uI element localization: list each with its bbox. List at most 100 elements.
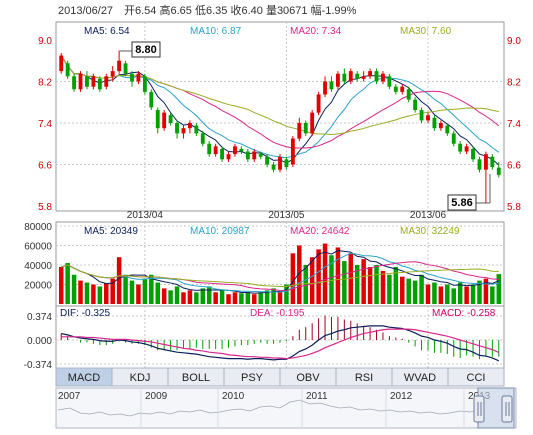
ma30-line — [60, 55, 499, 136]
tab-background — [447, 367, 505, 387]
candle-body — [85, 76, 89, 87]
volume-bar — [245, 292, 251, 304]
candle-body — [445, 125, 450, 134]
candle-body — [271, 164, 276, 170]
candle-body — [194, 125, 199, 134]
candle-body — [368, 71, 373, 77]
candle-body — [265, 156, 270, 165]
candle-body — [233, 146, 237, 155]
price-y-tick-right: 9.0 — [507, 36, 521, 47]
volume-bar — [406, 278, 411, 304]
volume-ma-lines — [61, 250, 499, 294]
tab-label: BOLL — [182, 372, 210, 384]
volume-bar — [258, 292, 263, 304]
volume-bar — [252, 294, 257, 304]
header-low-label: 低 — [195, 4, 206, 17]
candle-body — [207, 143, 212, 155]
candle-body — [226, 154, 231, 160]
price-y-tick-right: 7.4 — [507, 119, 521, 130]
volume-bar — [496, 274, 502, 304]
candle-body — [432, 117, 437, 129]
candle-body — [477, 159, 482, 170]
dif-line — [61, 325, 500, 362]
price-x-axis: 2013/04 2013/05 2013/06 — [127, 210, 447, 221]
volume-y-axis: 80000 60000 40000 20000 — [24, 222, 52, 292]
price-legend-item: MA5: 6.54 — [84, 26, 130, 37]
candle-body — [451, 133, 456, 144]
candle-body — [342, 73, 347, 82]
candle-body — [130, 73, 134, 82]
volume-bar — [342, 261, 347, 304]
volume-legend: MA5: 20349 MA10: 20987 MA20: 24642 MA30: 32… — [84, 226, 460, 237]
candle-body — [142, 76, 147, 92]
volume-bar — [425, 284, 431, 304]
macd-legend-item: DIF: -0.325 — [60, 308, 110, 319]
header-close: 6.40 — [241, 5, 262, 17]
candle-body — [426, 115, 430, 121]
tab-psy[interactable]: PSY — [223, 367, 281, 387]
price-legend: MA5: 6.54 MA10: 6.87 MA20: 7.34 MA30: 7.60 — [84, 26, 452, 37]
volume-bar — [129, 280, 135, 304]
price-x-tick: 2013/05 — [268, 210, 305, 221]
volume-bar — [264, 290, 270, 304]
volume-bar — [432, 282, 437, 304]
header-low: 6.35 — [206, 5, 227, 17]
tab-rsi[interactable]: RSI — [335, 367, 393, 387]
price-y-tick-left: 8.2 — [38, 78, 52, 89]
timeline-navigator[interactable]: 200720092010201120122013 — [55, 387, 517, 429]
tab-boll[interactable]: BOLL — [167, 367, 225, 387]
volume-bar — [464, 286, 469, 304]
timeline-left-handle[interactable] — [473, 395, 485, 423]
volume-bar — [483, 278, 489, 304]
price-y-tick-right: 8.2 — [507, 78, 521, 89]
macd-y-tick: 0.000 — [27, 336, 52, 347]
header-change: -1.99% — [322, 5, 357, 17]
volume-bar — [470, 284, 476, 304]
header-open: 6.54 — [135, 5, 156, 17]
candle-body — [278, 156, 282, 170]
price-y-axis: 9.0 9.0 8.2 8.2 7.4 7.4 6.6 6.6 5.8 5.8 — [38, 36, 521, 213]
candle-body — [187, 123, 192, 129]
volume-bar — [65, 263, 70, 304]
macd-histogram — [60, 315, 500, 360]
volume-bar — [303, 265, 308, 304]
volume-bar — [451, 288, 456, 304]
tab-kdj[interactable]: KDJ — [111, 367, 169, 387]
header-date: 2013/06/27 — [58, 5, 113, 17]
candle-body — [162, 112, 167, 129]
volume-bar — [367, 266, 373, 304]
header-high: 6.65 — [170, 5, 191, 17]
candle-body — [284, 159, 289, 168]
volume-bar — [297, 245, 302, 304]
macd-y-axis: 0.374 0.000 -0.374 — [24, 312, 53, 371]
candle-body — [406, 89, 411, 100]
volume-bar — [412, 280, 418, 304]
candle-body — [72, 76, 77, 90]
candle-body — [65, 63, 70, 77]
candle-body — [361, 76, 366, 79]
volume-bar — [277, 292, 283, 304]
candle-body — [419, 110, 424, 121]
tab-macd[interactable]: MACD — [55, 367, 113, 387]
tab-wvad[interactable]: WVAD — [391, 367, 449, 387]
min-price-label: 5.86 — [451, 197, 472, 209]
price-y-tick-left: 6.6 — [38, 161, 52, 172]
volume-bar — [200, 288, 206, 304]
volume-bar — [322, 243, 328, 304]
volume-bar — [181, 292, 186, 304]
header-volume: 30671 — [277, 5, 308, 17]
tab-label: WVAD — [404, 372, 436, 384]
candle-body — [258, 154, 263, 157]
candle-body — [239, 148, 244, 152]
volume-bar — [161, 288, 167, 304]
candle-body — [393, 86, 398, 92]
volume-legend-item: MA10: 20987 — [190, 226, 250, 237]
candle-body — [400, 86, 405, 92]
volume-bar — [438, 286, 444, 304]
tab-cci[interactable]: CCI — [447, 367, 505, 387]
timeline-right-handle[interactable] — [501, 395, 513, 423]
volume-bar — [329, 255, 334, 304]
candle-body — [181, 128, 186, 134]
tab-obv[interactable]: OBV — [279, 367, 337, 387]
